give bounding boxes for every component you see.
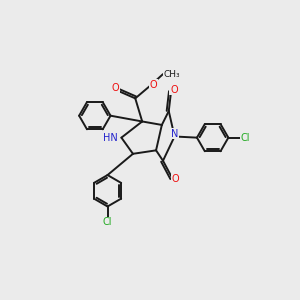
Text: O: O	[171, 174, 179, 184]
Text: CH₃: CH₃	[164, 70, 180, 79]
Text: HN: HN	[103, 133, 117, 142]
Text: O: O	[170, 85, 178, 94]
Text: N: N	[171, 129, 179, 139]
Text: Cl: Cl	[103, 217, 112, 227]
Text: Cl: Cl	[240, 133, 250, 142]
Text: O: O	[112, 83, 119, 93]
Text: O: O	[150, 80, 158, 89]
